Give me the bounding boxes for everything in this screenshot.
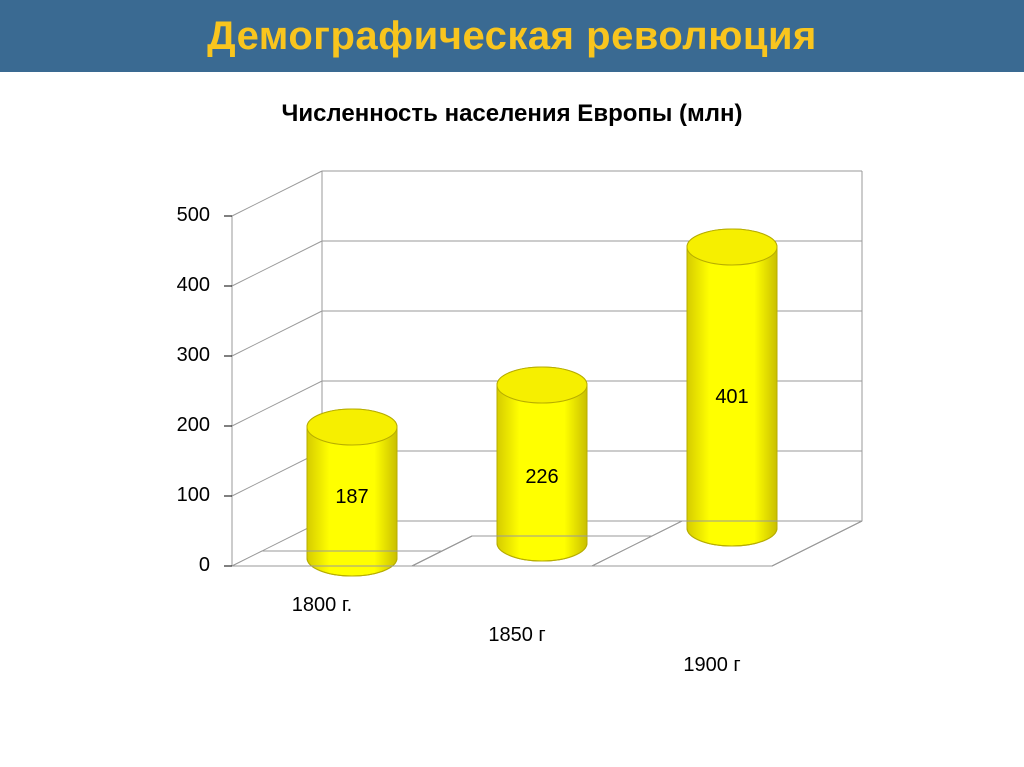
ytick-400: 400 — [150, 274, 210, 297]
xlabel-1850: 1850 г — [457, 624, 577, 647]
ytick-300: 300 — [150, 344, 210, 367]
ytick-200: 200 — [150, 414, 210, 437]
chart-area: 0 100 200 300 400 500 1800 г. 1850 г 190… — [122, 136, 902, 696]
value-label-1850: 226 — [502, 466, 582, 489]
page-title: Демографическая революция — [207, 14, 817, 59]
ytick-500: 500 — [150, 204, 210, 227]
header-band: Демографическая революция — [0, 0, 1024, 72]
y-ticks — [224, 216, 232, 566]
value-label-1900: 401 — [692, 386, 772, 409]
bar-1850 — [497, 367, 587, 561]
xlabel-1800: 1800 г. — [262, 594, 382, 617]
xlabel-1900: 1900 г — [652, 654, 772, 677]
chart-title: Численность населения Европы (млн) — [0, 100, 1024, 128]
ytick-0: 0 — [150, 554, 210, 577]
value-label-1800: 187 — [312, 486, 392, 509]
ytick-100: 100 — [150, 484, 210, 507]
chart-svg — [122, 136, 902, 696]
